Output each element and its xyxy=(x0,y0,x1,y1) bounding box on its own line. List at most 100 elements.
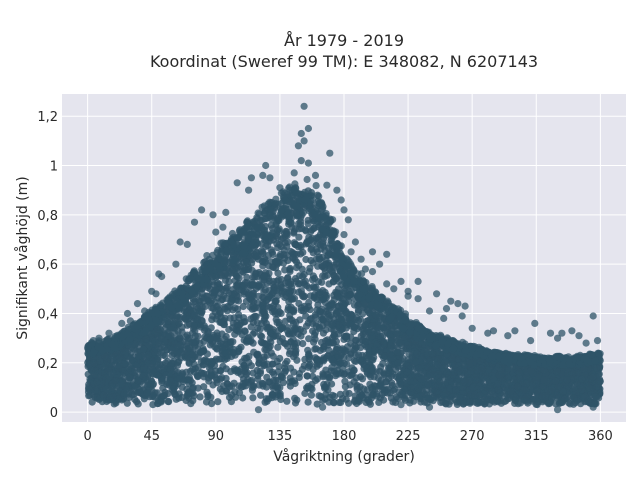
data-point xyxy=(287,247,295,256)
data-point xyxy=(244,334,252,343)
data-point xyxy=(200,347,208,355)
data-point xyxy=(262,242,270,250)
data-point xyxy=(154,399,162,407)
data-point xyxy=(249,330,257,338)
data-point xyxy=(407,384,415,392)
data-point xyxy=(367,328,375,336)
chart-subtitle: Koordinat (Sweref 99 TM): E 348082, N 62… xyxy=(150,52,538,71)
data-point xyxy=(533,401,541,409)
data-point xyxy=(235,345,243,353)
data-point xyxy=(370,353,378,361)
data-point xyxy=(442,389,450,397)
data-point xyxy=(322,366,330,374)
data-point xyxy=(181,314,189,322)
data-point xyxy=(275,318,283,327)
data-point xyxy=(304,398,312,406)
data-point xyxy=(144,378,152,386)
data-point xyxy=(203,388,211,396)
data-point xyxy=(250,382,258,391)
data-point xyxy=(263,323,271,331)
data-points xyxy=(84,102,604,414)
data-point xyxy=(319,287,327,295)
data-point xyxy=(295,261,303,269)
data-point xyxy=(91,386,99,394)
data-point xyxy=(445,400,453,408)
data-point xyxy=(281,230,289,238)
data-point xyxy=(377,363,385,371)
data-point xyxy=(235,274,243,282)
data-point xyxy=(253,319,261,327)
data-point xyxy=(198,290,206,298)
data-point xyxy=(238,358,246,366)
data-point xyxy=(337,398,345,407)
data-point xyxy=(279,259,288,267)
data-point xyxy=(212,355,220,363)
data-point xyxy=(167,324,175,332)
data-point xyxy=(229,324,237,332)
data-point xyxy=(185,359,193,367)
data-point xyxy=(372,312,380,320)
data-point xyxy=(168,359,176,367)
data-point xyxy=(307,292,315,300)
data-point xyxy=(394,348,402,356)
data-point xyxy=(286,264,294,273)
data-point xyxy=(570,394,578,402)
data-point xyxy=(352,374,360,382)
data-point xyxy=(268,394,276,402)
data-point xyxy=(140,364,148,372)
data-point xyxy=(380,352,388,360)
data-point xyxy=(305,350,313,358)
data-point xyxy=(285,350,294,358)
data-point xyxy=(239,394,247,402)
data-point xyxy=(308,276,317,284)
data-point xyxy=(108,362,116,370)
data-point xyxy=(232,393,240,401)
data-point xyxy=(234,305,242,313)
data-point xyxy=(272,332,280,340)
data-point xyxy=(378,385,386,393)
data-point xyxy=(494,385,502,394)
data-point xyxy=(136,388,144,396)
data-point xyxy=(235,287,243,295)
data-point xyxy=(260,272,268,280)
data-point xyxy=(352,336,360,344)
data-point xyxy=(231,388,239,396)
data-point xyxy=(303,282,311,290)
data-point xyxy=(280,246,288,254)
data-point xyxy=(235,327,243,335)
data-point xyxy=(373,392,381,400)
data-point xyxy=(403,368,411,376)
data-point xyxy=(249,394,257,402)
data-point xyxy=(414,385,422,393)
data-point xyxy=(283,274,292,282)
data-point xyxy=(289,336,297,344)
data-point xyxy=(218,319,226,327)
data-point xyxy=(194,384,202,392)
data-point xyxy=(279,379,287,387)
data-point xyxy=(389,398,397,406)
data-point xyxy=(328,380,336,388)
data-point xyxy=(261,257,269,265)
data-point xyxy=(441,358,450,366)
data-point xyxy=(283,397,291,405)
data-point xyxy=(394,359,402,367)
data-point xyxy=(101,353,109,361)
data-point xyxy=(157,349,165,357)
data-point xyxy=(341,383,349,391)
data-point xyxy=(245,289,253,298)
data-point xyxy=(175,390,183,398)
data-point xyxy=(241,327,249,335)
data-point xyxy=(305,335,313,343)
data-point xyxy=(312,345,320,353)
data-point xyxy=(290,377,298,385)
data-point xyxy=(162,323,170,331)
data-point xyxy=(320,380,328,389)
data-point xyxy=(299,340,307,348)
data-point xyxy=(395,336,403,344)
data-point xyxy=(401,396,410,404)
data-point xyxy=(290,326,298,334)
data-point xyxy=(257,391,265,399)
data-point xyxy=(359,299,367,307)
data-point xyxy=(387,342,395,350)
data-point xyxy=(254,324,262,332)
